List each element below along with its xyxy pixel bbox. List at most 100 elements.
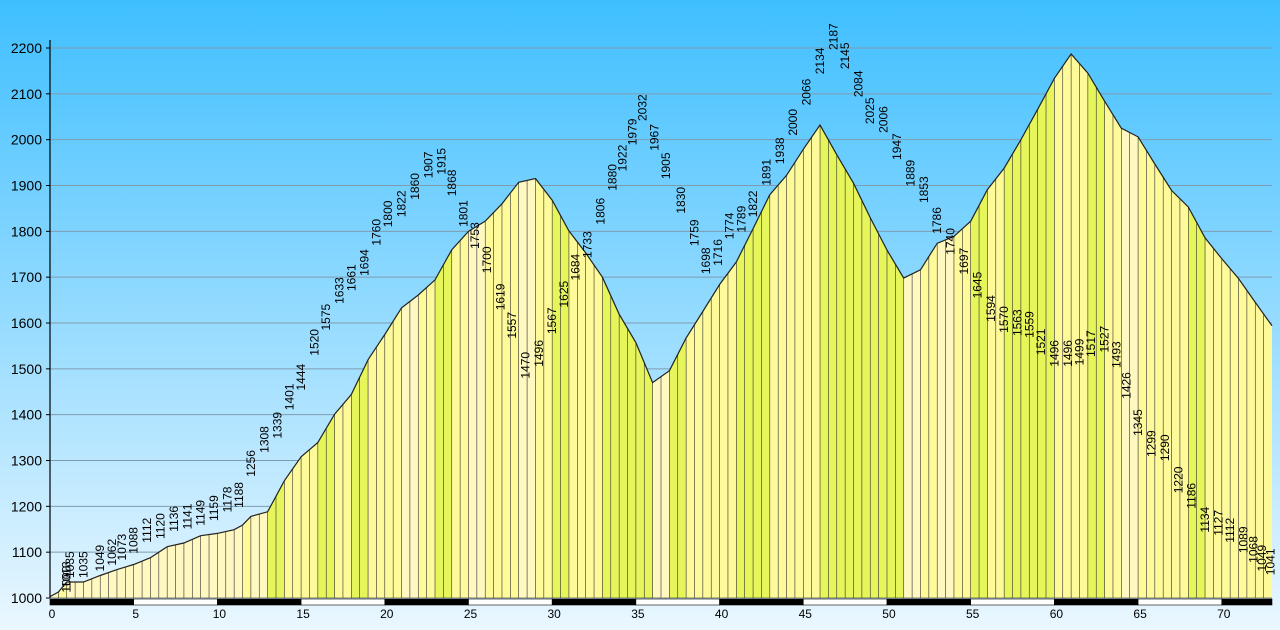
km-ruler-segment-11 [970,598,1055,606]
x-tick-label-5: 25 [464,607,478,621]
elevation-label-57: 1822 [746,190,760,217]
x-tick-label-6: 30 [548,607,562,621]
elevation-label-74: 1645 [970,271,984,298]
elevation-label-22: 1575 [319,303,333,330]
km-ruler-segment-14 [1221,598,1273,606]
elevation-label-38: 1470 [518,352,532,379]
km-ruler-segment-9 [802,598,888,606]
elevation-label-92: 1134 [1198,506,1212,532]
elevation-label-26: 1760 [369,219,383,246]
elevation-label-89: 1290 [1158,434,1172,461]
elevation-label-98: 1041 [1263,548,1277,575]
elevation-label-96: 1068 [1247,536,1261,563]
elevation-label-36: 1619 [493,283,507,310]
x-tick-label-9: 45 [799,607,813,621]
elevation-label-97: 1049 [1255,545,1269,572]
elevation-label-8: 1112 [140,517,154,542]
y-tick-label-4: 1400 [11,407,42,423]
elevation-label-1: 1013 [60,561,74,588]
elevation-label-39: 1496 [532,340,546,367]
elevation-label-47: 1979 [625,118,639,145]
y-tick-label-12: 2200 [11,40,42,56]
x-tick-label-0: 0 [49,607,56,621]
elevation-label-24: 1661 [344,264,358,291]
elevation-label-42: 1684 [569,253,583,280]
band-121 [1062,54,1072,598]
elevation-label-53: 1698 [699,247,713,274]
elevation-label-15: 1188 [232,482,246,508]
band-125 [1095,54,1106,598]
y-tick-label-10: 2000 [11,132,42,148]
elevation-label-68: 1947 [890,133,904,160]
elevation-label-12: 1149 [194,500,208,526]
elevation-label-70: 1853 [917,176,931,203]
elevation-label-41: 1625 [557,280,571,307]
x-tick-label-2: 10 [213,607,227,621]
band-126 [1104,54,1114,598]
elevation-label-90: 1220 [1171,466,1185,493]
elevation-label-58: 1891 [760,159,774,186]
y-tick-label-9: 1900 [11,178,42,194]
elevation-label-40: 1567 [545,307,559,334]
y-tick-label-11: 2100 [11,86,42,102]
elevation-label-94: 1112 [1223,518,1237,543]
elevation-label-55: 1774 [723,212,737,239]
band-119 [1045,54,1055,598]
elevation-label-88: 1299 [1144,430,1158,457]
elevation-label-10: 1136 [167,506,181,532]
elevation-label-43: 1733 [580,231,594,258]
elevation-label-69: 1889 [903,159,917,186]
band-118 [1037,54,1047,598]
km-ruler-segment-8 [719,598,804,606]
elevation-label-11: 1141 [180,503,194,529]
band-123 [1079,54,1089,598]
elevation-label-87: 1345 [1131,409,1145,436]
band-120 [1054,54,1064,598]
axes: 1000 1100 1200 1300 1400 1500 1600 1700 1800 1900… [11,40,1273,621]
x-tick-label-3: 15 [296,607,310,621]
y-tick-label-8: 1800 [11,223,42,239]
elevation-label-76: 1570 [997,306,1011,333]
elevation-label-18: 1339 [271,412,285,439]
elevation-outline [49,53,1273,598]
elevation-label-29: 1860 [408,173,422,200]
x-tick-label-11: 55 [966,607,980,621]
elevation-label-16: 1256 [244,450,258,477]
elevation-label-80: 1496 [1047,340,1061,367]
elevation-label-28: 1822 [395,190,409,217]
y-tick-label-6: 1600 [11,315,42,331]
x-tick-label-8: 40 [715,607,729,621]
elevation-label-30: 1907 [421,151,435,178]
elevation-label-23: 1633 [333,277,347,304]
x-tick-label-1: 5 [132,607,139,621]
elevation-label-6: 1073 [115,533,129,560]
elevation-label-77: 1563 [1011,309,1025,336]
y-tick-label-1: 1100 [12,544,42,560]
elevation-label-63: 2187 [826,23,840,50]
elevation-label-51: 1830 [674,187,688,214]
elevation-label-19: 1401 [282,383,296,410]
km-ruler-segment-10 [886,598,971,606]
elevation-label-33: 1801 [456,200,470,227]
elevation-label-31: 1915 [435,148,449,175]
elevation-label-4: 1049 [93,544,107,571]
km-ruler-segment-4 [384,598,469,606]
elevation-label-73: 1697 [957,247,971,274]
km-ruler-segment-3 [300,598,386,606]
x-tick-label-12: 60 [1050,607,1064,621]
km-ruler-segment-6 [551,598,637,606]
elevation-label-72: 1740 [944,228,958,255]
y-tick-label-0: 1000 [11,590,42,606]
elevation-label-81: 1496 [1061,340,1075,367]
elevation-label-25: 1694 [358,249,372,276]
elevation-label-84: 1527 [1098,325,1112,352]
elevation-label-27: 1800 [381,200,395,227]
elevation-label-82: 1499 [1072,338,1086,365]
elevation-label-21: 1520 [307,329,321,356]
x-tick-label-10: 50 [882,607,896,621]
elevation-label-64: 2145 [838,42,852,69]
elevation-label-46: 1922 [616,144,630,171]
km-ruler-segment-13 [1137,598,1223,606]
